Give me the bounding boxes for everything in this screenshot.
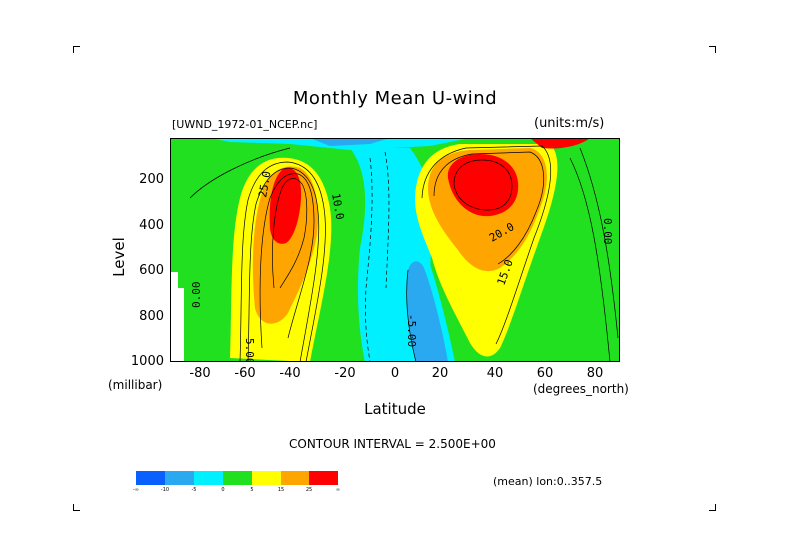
colorbar-tick-label: 25: [305, 487, 313, 493]
contour-label: 10.0: [329, 192, 346, 220]
colorbar: [136, 471, 338, 485]
contour-label: 0.00: [601, 218, 614, 245]
southern-jet-red: [269, 167, 302, 244]
y-tick-label: 1000: [130, 354, 164, 369]
colorbar-bin: [309, 471, 338, 485]
y-tick-label: 600: [139, 263, 164, 278]
colorbar-tick-label: ∞: [335, 487, 341, 493]
corner-mark-top-left: [73, 46, 80, 53]
y-tick-label: 800: [139, 309, 164, 324]
x-tick-label: -20: [334, 366, 356, 381]
colorbar-bin: [136, 471, 165, 485]
contour-label: 5.00: [243, 338, 256, 362]
x-tick-label: 20: [431, 366, 449, 381]
colorbar-tick-label: -10: [160, 487, 170, 493]
x-tick-label: -60: [234, 366, 256, 381]
units-label: (units:m/s): [534, 116, 605, 131]
y-tick-label: 200: [139, 172, 164, 187]
contour-label: 25.0: [256, 170, 273, 198]
corner-mark-bottom-left: [73, 504, 80, 511]
northern-jet-red: [447, 154, 519, 217]
contour-lines: [189, 145, 619, 362]
colorbar-tick-label: 0: [221, 487, 225, 493]
colorbar-tick-label: -5: [191, 487, 197, 493]
x-tick-label: 0: [390, 366, 400, 381]
colorbar-bin: [252, 471, 281, 485]
upper-easterlies-blue: [310, 138, 390, 146]
x-axis-label: Latitude: [364, 400, 426, 418]
polar-jet-red: [530, 138, 590, 149]
colorbar-bin: [281, 471, 309, 485]
colorbar-bin: [165, 471, 194, 485]
mean-longitude-label: (mean) lon:0..357.5: [493, 475, 603, 488]
x-tick-label: 80: [586, 366, 604, 381]
colorbar-bin: [194, 471, 223, 485]
corner-mark-top-right: [709, 46, 716, 53]
x-tick-label: -80: [189, 366, 211, 381]
northern-easterlies-blue: [406, 261, 448, 362]
x-tick-label: -40: [279, 366, 301, 381]
colorbar-tick-label: 5: [250, 487, 254, 493]
dataset-label: [UWND_1972-01_NCEP.nc]: [172, 118, 318, 131]
contour-interval-label: CONTOUR INTERVAL = 2.500E+00: [289, 437, 496, 451]
y-axis-label: Level: [110, 237, 128, 277]
colorbar-bin: [223, 471, 252, 485]
x-tick-label: 40: [486, 366, 504, 381]
missing-data-region: [170, 272, 184, 362]
southern-jet-orange: [252, 166, 318, 324]
x-tick-label: 60: [536, 366, 554, 381]
colorbar-tick-label: 15: [277, 487, 285, 493]
y-axis-units: (millibar): [108, 378, 163, 392]
corner-mark-bottom-right: [709, 504, 716, 511]
chart-title: Monthly Mean U-wind: [292, 88, 498, 109]
y-tick-label: 400: [139, 218, 164, 233]
contour-plot: 0.00 5.00 10.0 15.0 20.0 25.0 -5.00 0.00: [170, 138, 620, 362]
contour-label: -5.00: [405, 314, 418, 347]
x-axis-units: (degrees_north): [533, 382, 629, 396]
plot-frame: [170, 138, 620, 362]
colorbar-tick-label: -∞: [133, 487, 139, 493]
contour-label: 0.00: [190, 282, 203, 309]
